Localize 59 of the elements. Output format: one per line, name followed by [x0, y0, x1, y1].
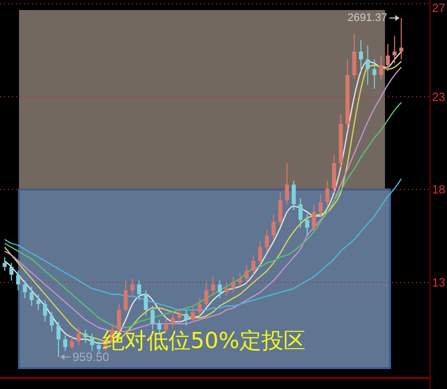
- candlestick: [292, 180, 296, 211]
- candlestick: [366, 45, 370, 86]
- candlestick: [83, 329, 88, 344]
- candlestick: [116, 304, 121, 332]
- candlestick: [352, 33, 356, 80]
- candlestick: [231, 276, 236, 293]
- candlestick: [264, 229, 269, 252]
- candlestick: [379, 54, 384, 80]
- candlestick: [177, 307, 182, 322]
- candlestick: [358, 39, 363, 72]
- candlestick: [211, 276, 216, 295]
- candlestick: [124, 280, 128, 312]
- candlestick: [386, 43, 390, 72]
- candlestick: [218, 280, 222, 299]
- candlestick: [50, 311, 54, 332]
- candlestick: [130, 278, 134, 297]
- candlestick: [56, 321, 60, 358]
- text: 23: [432, 90, 446, 104]
- candlestick: [251, 254, 256, 276]
- annotation: 959.50: [72, 350, 110, 364]
- candlestick: [164, 317, 168, 332]
- candlestick: [298, 198, 302, 228]
- candlestick: [90, 332, 94, 352]
- candlestick: [224, 282, 229, 297]
- candlestick: [9, 262, 14, 282]
- candlestick: [96, 340, 101, 354]
- candlestick: [137, 280, 142, 301]
- candlestick: [16, 270, 20, 291]
- candlestick: [198, 298, 202, 316]
- candlestick: [76, 327, 81, 346]
- text: 27: [432, 1, 446, 16]
- candlestick: [325, 180, 330, 207]
- candlestick: [372, 58, 376, 90]
- candlestick: [184, 309, 188, 326]
- candlestick: [312, 204, 316, 232]
- candlestick: [2, 256, 7, 272]
- text: 18: [432, 182, 446, 197]
- candlestick: [392, 35, 397, 64]
- candlestick: [278, 192, 282, 226]
- candlestick: [238, 272, 242, 287]
- candlestick: [150, 306, 155, 330]
- candlestick: [30, 286, 34, 307]
- candlestick: [272, 214, 276, 240]
- candlestick: [43, 300, 48, 322]
- candlestick: [170, 311, 175, 328]
- text: 13: [432, 276, 446, 290]
- candlestick: [258, 240, 262, 266]
- candlestick: [22, 280, 27, 299]
- candlestick: [285, 162, 290, 205]
- candlestick: [399, 18, 404, 60]
- candlestick: [144, 290, 148, 316]
- candlestick: [70, 334, 74, 350]
- candlestick: [190, 306, 195, 322]
- candlestick: [318, 194, 323, 216]
- candlestick: [204, 282, 208, 307]
- candlestick: [244, 264, 249, 284]
- candlestick: [305, 214, 310, 236]
- candlestick: [63, 334, 68, 352]
- candlestick: [36, 294, 40, 310]
